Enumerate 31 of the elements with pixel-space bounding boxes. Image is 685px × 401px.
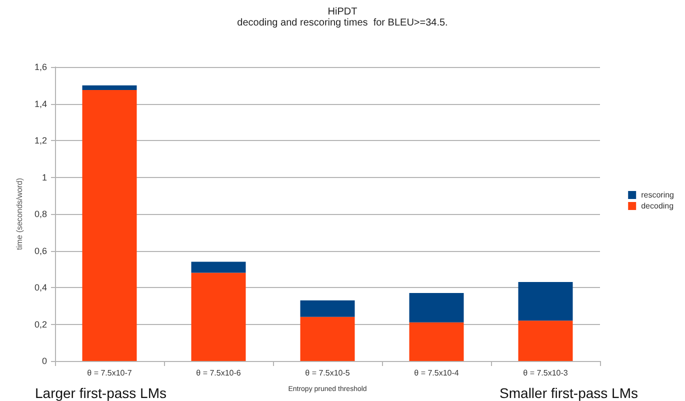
y-tick-label: 0 (42, 356, 47, 366)
y-tick-label: 0,2 (34, 319, 47, 330)
bar (409, 293, 464, 322)
y-axis-title: time (seconds/word) (15, 178, 24, 250)
y-tick-label: 0,8 (34, 209, 47, 219)
bar (300, 300, 355, 317)
bar (409, 322, 464, 361)
bar (82, 90, 137, 361)
y-tick-label: 0,4 (34, 282, 47, 292)
x-tick-label: θ = 7.5x10-4 (414, 368, 460, 378)
y-tick-label: 1,6 (34, 62, 47, 72)
y-tick-label: 0,6 (34, 246, 47, 256)
y-tick-label: 1,4 (34, 98, 47, 109)
x-tick-label: θ = 7.5x10-3 (523, 368, 568, 378)
bar (191, 272, 246, 361)
text: Smaller first-pass LMs (500, 385, 638, 401)
bar (518, 282, 573, 321)
bar (300, 316, 355, 361)
y-tick-label: 1 (42, 172, 47, 182)
text: Larger first-pass LMs (35, 385, 166, 401)
bar (191, 262, 246, 273)
y-tick-label: 1,2 (34, 136, 47, 146)
x-tick-label: θ = 7.5x10-5 (305, 368, 350, 378)
bar (518, 320, 573, 361)
legend-label: decoding (641, 202, 674, 210)
x-tick-label: θ = 7.5x10-6 (196, 368, 242, 378)
x-tick-label: θ = 7.5x10-7 (87, 368, 132, 378)
bar (82, 85, 137, 90)
chart-title: HiPDT (328, 6, 358, 18)
chart-subtitle: decoding and rescoring times for BLEU>=34.5. (237, 18, 448, 28)
legend-label: rescoring (641, 190, 674, 200)
